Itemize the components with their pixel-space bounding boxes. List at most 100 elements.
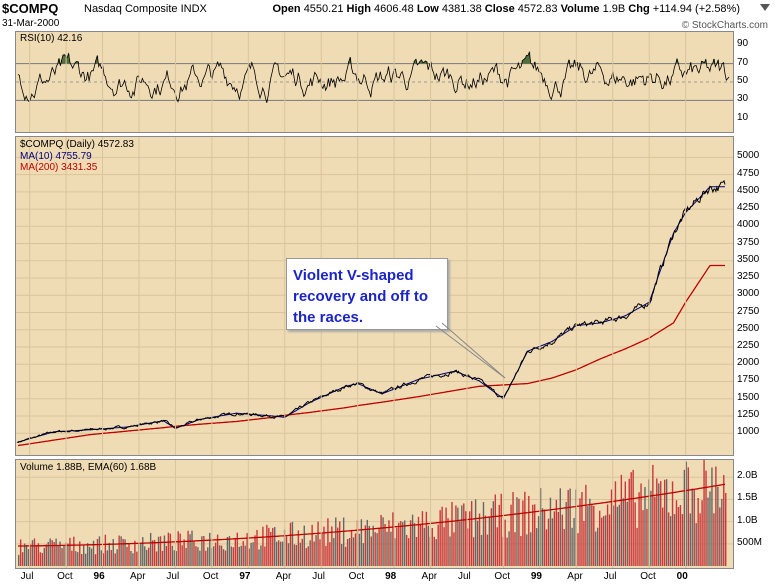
volume-bar	[597, 527, 599, 566]
volume-bar	[465, 511, 467, 566]
volume-bar	[602, 516, 605, 566]
volume-bar	[654, 496, 656, 566]
volume-bar	[118, 535, 120, 566]
volume-bar	[573, 517, 575, 566]
volume-tick-label: 1.0B	[737, 514, 758, 526]
volume-bar	[721, 498, 723, 566]
volume-bar	[687, 467, 690, 566]
volume-bar	[157, 536, 160, 566]
volume-bar	[199, 550, 201, 566]
volume-bar	[626, 501, 628, 566]
x-tick-label: Oct	[494, 571, 510, 582]
volume-bar	[598, 510, 601, 566]
volume-bar	[175, 551, 177, 566]
volume-bar	[419, 524, 422, 566]
volume-bar	[618, 504, 621, 566]
volume-bar	[161, 550, 164, 566]
price-tick-label: 1000	[737, 426, 760, 438]
high-value: 4606.48	[374, 3, 414, 15]
volume-bar	[69, 537, 71, 566]
volume-bar	[620, 474, 623, 566]
volume-bar	[374, 532, 376, 566]
rsi-tick-label: 70	[737, 56, 749, 68]
volume-bar	[543, 509, 546, 566]
volume-bar	[445, 507, 447, 566]
volume-bar	[435, 539, 437, 566]
volume-bar	[404, 520, 406, 566]
x-tick-label: Oct	[348, 571, 365, 582]
volume-tick-label: 1.5B	[737, 492, 758, 504]
volume-bar	[677, 507, 680, 566]
price-point	[624, 315, 626, 317]
volume-bar	[533, 504, 536, 566]
volume-bar	[63, 545, 65, 566]
volume-bar	[346, 539, 349, 566]
volume-bar	[504, 519, 506, 566]
volume-bar	[447, 518, 449, 566]
volume-bar	[524, 491, 526, 566]
volume-bar	[681, 514, 684, 566]
volume-bar	[697, 498, 699, 566]
volume-bar	[400, 521, 402, 566]
volume-bar	[134, 540, 136, 566]
volume-bar	[151, 540, 154, 566]
volume-bar	[73, 536, 75, 566]
volume-bar	[585, 484, 587, 566]
volume-bar	[638, 492, 640, 566]
volume-bar	[67, 543, 69, 566]
volume-bar	[472, 537, 475, 566]
volume-bar	[711, 467, 713, 566]
volume-bar	[94, 554, 97, 566]
volume-bar	[270, 531, 272, 566]
rsi-panel: RSI(10) 42.16	[15, 31, 734, 133]
volume-bar	[364, 525, 367, 566]
volume-bar	[79, 541, 81, 566]
volume-bar	[405, 534, 408, 566]
volume-bar	[382, 517, 384, 566]
volume-bar	[228, 536, 231, 566]
volume-bar	[557, 511, 560, 566]
rsi-tick-label: 10	[737, 111, 749, 123]
volume-bar	[335, 517, 337, 566]
x-tick-label: Apr	[421, 571, 438, 582]
volume-bar	[222, 549, 225, 566]
volume-bar	[386, 531, 388, 566]
volume-bar	[144, 546, 146, 566]
volume-bar	[218, 545, 221, 566]
volume-ema-line	[18, 483, 726, 547]
volume-bar	[608, 514, 611, 566]
volume-bar	[689, 513, 691, 566]
volume-bar	[114, 553, 116, 566]
volume-bar	[520, 536, 522, 566]
volume-bar	[421, 511, 424, 566]
brand-logo: © StockCharts.com	[681, 20, 768, 31]
volume-bar	[84, 553, 87, 566]
x-tick-label: Oct	[57, 571, 73, 582]
volume-bar	[224, 550, 227, 566]
volume-bar	[685, 461, 688, 566]
volume-bar	[258, 549, 260, 566]
volume-bar	[268, 527, 270, 566]
volume-bar	[331, 526, 333, 566]
volume-bar	[494, 494, 497, 566]
price-point	[381, 393, 383, 395]
volume-bar	[658, 483, 660, 566]
price-point	[600, 322, 602, 324]
volume-bar	[132, 553, 134, 566]
volume-bar	[319, 539, 321, 566]
rsi-line	[17, 50, 730, 103]
volume-bar	[510, 504, 512, 566]
volume-bar	[559, 488, 561, 566]
price-tick-label: 1250	[737, 408, 760, 420]
volume-bar	[610, 489, 613, 566]
volume-bar	[203, 535, 205, 566]
chevron-down-icon[interactable]	[760, 4, 770, 11]
volume-bar	[102, 553, 105, 566]
volume-bar	[327, 518, 329, 566]
volume-bar	[669, 516, 672, 566]
volume-bar	[415, 536, 418, 566]
volume-bar	[264, 546, 266, 566]
price-line	[17, 179, 726, 444]
price-point	[308, 402, 310, 404]
volume-bar	[35, 545, 38, 566]
